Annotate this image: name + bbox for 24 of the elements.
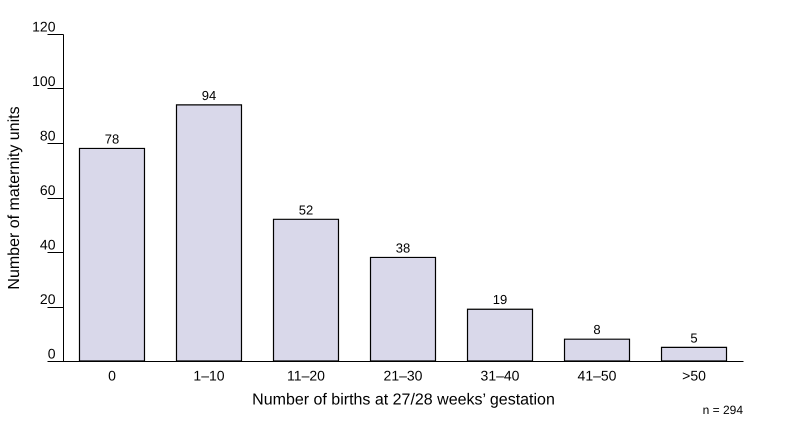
text: n = 294 [702,403,744,417]
x-axis-title: Number of births at 27/28 weeks’ gestation [252,392,555,408]
data-label: 5 [690,330,698,346]
y-tick-label: 0 [48,346,56,362]
data-label: 52 [298,202,314,218]
y-tick-label: 60 [40,182,56,198]
y-tick-label: 100 [32,73,56,89]
data-label: 19 [492,292,508,308]
x-tick-label: 11–20 [287,368,326,384]
y-tick-label: 80 [40,128,56,144]
x-tick-label: 31–40 [480,368,520,384]
x-tick-label: 41–50 [578,368,617,384]
x-tick-label: >50 [682,368,706,384]
y-tick-label: 40 [40,236,56,252]
data-label: 8 [593,322,601,338]
data-label: 94 [202,88,216,103]
x-tick-label: 1–10 [193,368,225,384]
y-axis-title: Number of maternity units [6,106,24,290]
y-tick-label: 120 [32,18,56,34]
data-label: 78 [104,131,120,146]
x-tick-label: 0 [108,368,116,384]
x-tick-label: 21–30 [384,368,423,384]
data-label: 38 [396,240,410,256]
y-tick-label: 20 [40,291,56,307]
